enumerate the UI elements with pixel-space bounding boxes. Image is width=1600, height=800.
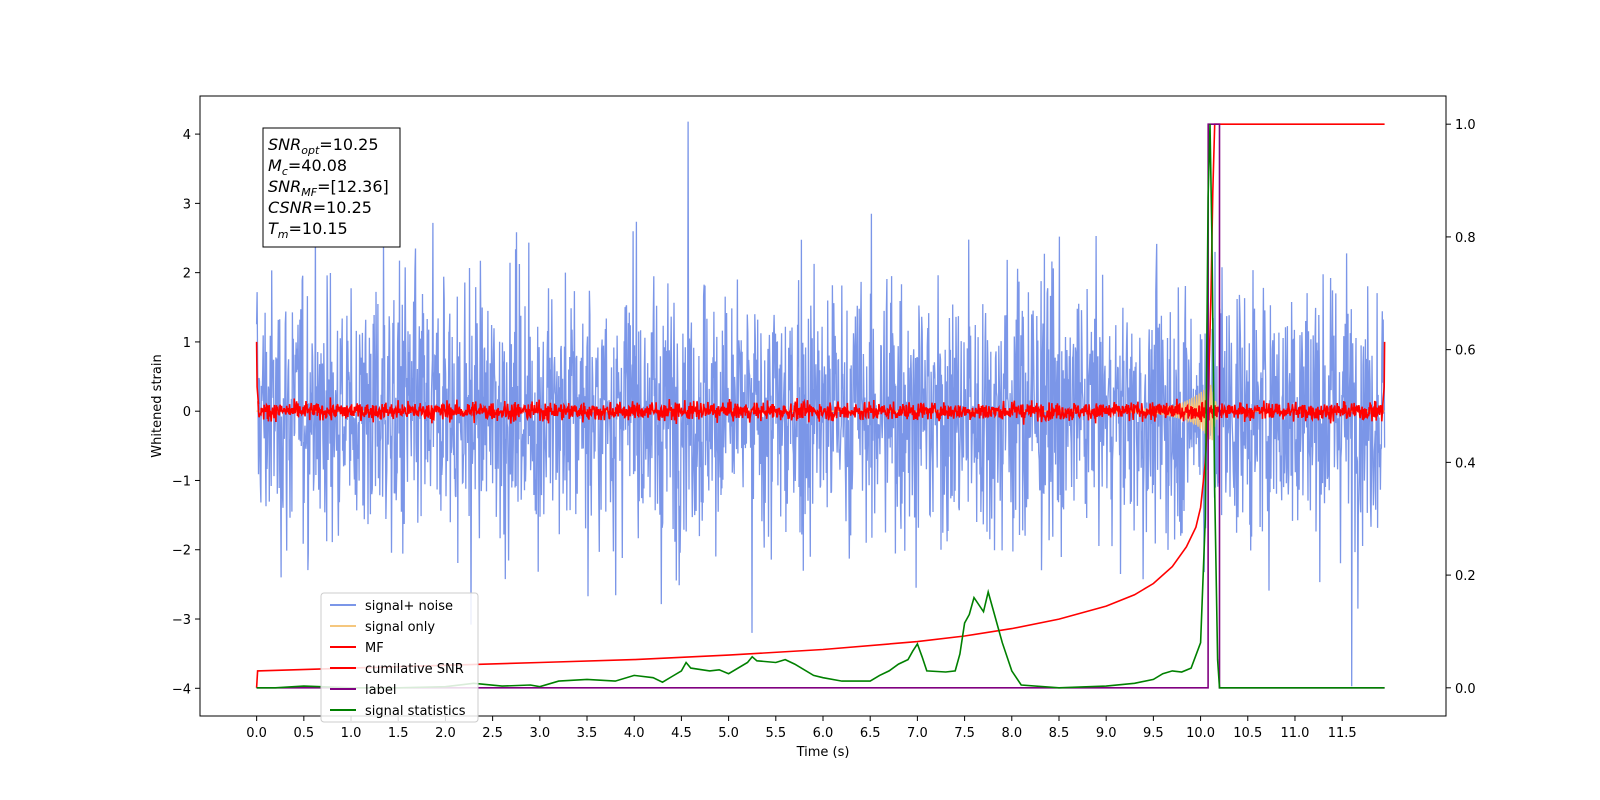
x-tick-label: 11.0 bbox=[1280, 726, 1309, 741]
x-tick-label: 1.5 bbox=[388, 726, 409, 741]
x-tick-label: 7.5 bbox=[954, 726, 975, 741]
series-mf bbox=[255, 341, 1386, 425]
x-tick-label: 8.5 bbox=[1049, 726, 1070, 741]
legend: signal+ noise signal only MF cumilative SNR… bbox=[320, 592, 479, 723]
x-axis-label: Time (s) bbox=[796, 745, 850, 760]
x-tick-label: 4.5 bbox=[671, 726, 692, 741]
x-tick-label: 4.0 bbox=[624, 726, 645, 741]
x-tick-label: 3.0 bbox=[529, 726, 550, 741]
info-box: SNRopt=10.25Mc=40.08SNRMF=[12.36]CSNR=10… bbox=[262, 127, 401, 248]
x-tick-label: 2.5 bbox=[482, 726, 503, 741]
x-tick-label: 7.0 bbox=[907, 726, 928, 741]
left-y-axis: −4 −3 −2 −1 0 1 2 3 4 bbox=[172, 128, 200, 697]
y2-tick-label: 0.6 bbox=[1455, 344, 1476, 359]
info-line: Mc=40.08 bbox=[268, 156, 347, 178]
y-tick-label: 1 bbox=[183, 336, 191, 351]
info-line: CSNR=10.25 bbox=[268, 198, 372, 217]
y2-tick-label: 0.8 bbox=[1455, 231, 1476, 246]
legend-label-cumilative-snr: cumilative SNR bbox=[365, 662, 464, 677]
legend-label-mf: MF bbox=[365, 641, 384, 656]
y2-tick-label: 0.4 bbox=[1455, 456, 1476, 471]
x-axis: 0.0 0.5 1.0 1.5 2.0 2.5 3.0 3.5 4.0 4.5 5.0 5.5 6.0 6… bbox=[246, 716, 1357, 741]
x-tick-label: 6.0 bbox=[813, 726, 834, 741]
x-tick-label: 5.0 bbox=[718, 726, 739, 741]
info-line: SNRopt=10.25 bbox=[268, 135, 379, 157]
y-tick-label: −2 bbox=[172, 544, 191, 559]
x-tick-label: 2.0 bbox=[435, 726, 456, 741]
legend-frame bbox=[320, 592, 479, 723]
x-tick-label: 3.5 bbox=[577, 726, 598, 741]
x-tick-label: 1.0 bbox=[341, 726, 362, 741]
series-layer bbox=[255, 121, 1386, 689]
y2-tick-label: 0.2 bbox=[1455, 569, 1476, 584]
info-box-frame bbox=[262, 127, 401, 248]
x-tick-label: 11.5 bbox=[1328, 726, 1357, 741]
y-axis-label: Whitened strain bbox=[150, 354, 165, 457]
y-tick-label: −3 bbox=[172, 613, 191, 628]
legend-label-signal-statistics: signal statistics bbox=[365, 704, 466, 719]
y-tick-label: −4 bbox=[172, 682, 191, 697]
info-line: Tm=10.15 bbox=[268, 219, 348, 241]
legend-label-label: label bbox=[365, 683, 396, 698]
y-tick-label: 0 bbox=[183, 405, 191, 420]
y2-tick-label: 0.0 bbox=[1455, 682, 1476, 697]
x-tick-label: 5.5 bbox=[765, 726, 786, 741]
x-tick-label: 0.5 bbox=[293, 726, 314, 741]
legend-label-signal-noise: signal+ noise bbox=[365, 599, 453, 614]
x-tick-label: 9.0 bbox=[1096, 726, 1117, 741]
x-tick-label: 10.0 bbox=[1186, 726, 1215, 741]
legend-label-signal-only: signal only bbox=[365, 620, 435, 635]
y-tick-label: 3 bbox=[183, 197, 191, 212]
y2-tick-label: 1.0 bbox=[1455, 118, 1476, 133]
info-line: SNRMF=[12.36] bbox=[268, 177, 389, 199]
x-tick-label: 8.0 bbox=[1001, 726, 1022, 741]
y-tick-label: 4 bbox=[183, 128, 191, 143]
series-signal-statistics bbox=[256, 124, 1385, 689]
y-tick-label: 2 bbox=[183, 267, 191, 282]
x-tick-label: 0.0 bbox=[246, 726, 267, 741]
y-tick-label: −1 bbox=[172, 474, 191, 489]
x-tick-label: 6.5 bbox=[860, 726, 881, 741]
right-y-axis: 0.0 0.2 0.4 0.6 0.8 1.0 bbox=[1446, 118, 1476, 697]
x-tick-label: 10.5 bbox=[1233, 726, 1262, 741]
x-tick-label: 9.5 bbox=[1143, 726, 1164, 741]
